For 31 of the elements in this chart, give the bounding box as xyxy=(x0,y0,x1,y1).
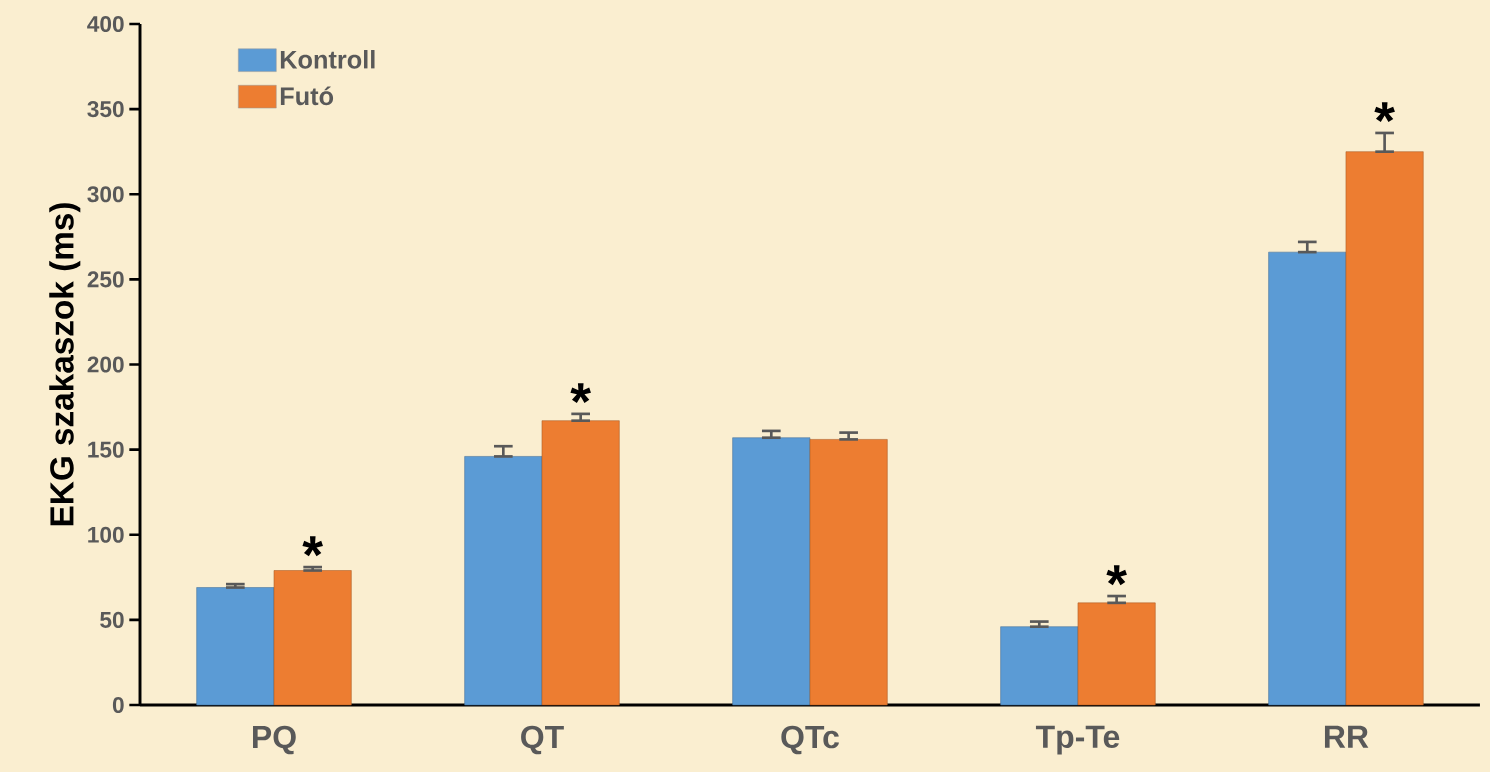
bar xyxy=(1268,251,1347,706)
annotation: * xyxy=(570,383,591,403)
bar xyxy=(732,437,811,706)
bar xyxy=(1077,602,1156,706)
x-tick-label: QT xyxy=(521,725,564,755)
bar xyxy=(1345,151,1424,706)
bar xyxy=(541,420,620,706)
y-tick-label: 100 xyxy=(88,526,124,543)
bar xyxy=(273,570,352,706)
bar xyxy=(196,587,275,706)
annotation: * xyxy=(302,536,323,557)
y-tick-label: 350 xyxy=(87,101,124,118)
y-tick-label: 400 xyxy=(87,15,124,33)
bar xyxy=(464,456,543,706)
y-tick-label: 300 xyxy=(87,186,124,203)
y-tick-label: 200 xyxy=(87,356,124,373)
x-tick-label: Tp-Te xyxy=(1035,725,1120,755)
bar xyxy=(809,439,888,706)
y-tick-label: 50 xyxy=(100,611,124,628)
x-tick-label: PQ xyxy=(253,725,296,755)
y-tick-label: 0 xyxy=(112,696,124,714)
x-tick-label: RR xyxy=(1324,725,1369,748)
annotation: * xyxy=(1374,102,1395,123)
y-tick-label: 150 xyxy=(88,441,124,458)
legend-label: Kontroll xyxy=(280,50,375,69)
x-tick-label: QTc xyxy=(781,725,839,755)
legend-label: Futó xyxy=(280,86,334,106)
annotation: * xyxy=(1106,565,1127,586)
y-axis-title: EKG szakaszok (ms) xyxy=(49,203,81,526)
bar xyxy=(1000,626,1079,706)
y-tick-label: 250 xyxy=(87,271,124,288)
